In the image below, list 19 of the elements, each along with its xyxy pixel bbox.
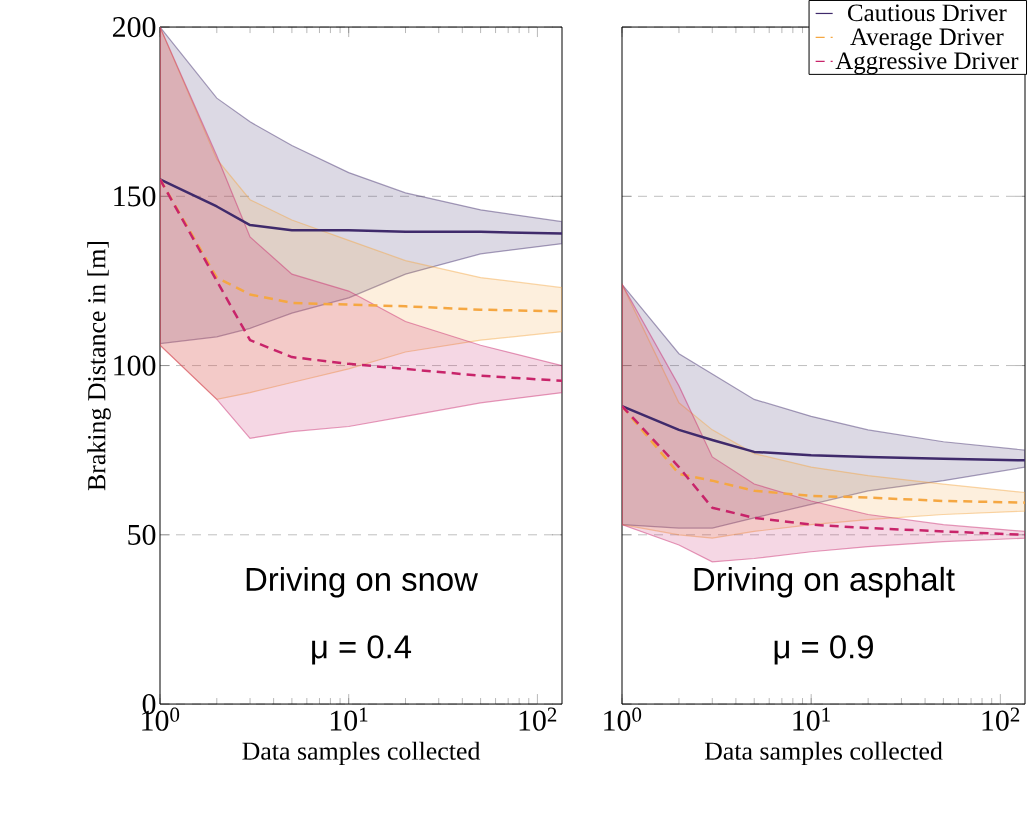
x-tick-label: 10$^{2}$ bbox=[519, 707, 557, 731]
annotation: μ = 0.9 bbox=[774, 635, 873, 665]
annotation: Driving on snow bbox=[246, 566, 478, 598]
y-axis-title: Braking Distance in [m] bbox=[87, 241, 111, 491]
y-tick-label: 200 bbox=[112, 16, 156, 38]
legend-label: Average Driver bbox=[850, 28, 1004, 51]
y-tick-label: 50 bbox=[128, 524, 156, 545]
y-tick-label: 150 bbox=[114, 186, 156, 207]
x-axis-title: Data samples collected bbox=[704, 741, 943, 766]
annotation: Driving on asphalt bbox=[694, 566, 955, 598]
legend-label: Aggressive Driver bbox=[835, 52, 1019, 75]
x-tick-label: 10$^{1}$ bbox=[330, 707, 368, 731]
x-axis-title: Data samples collected bbox=[242, 741, 481, 766]
x-tick-label: 10$^{2}$ bbox=[982, 707, 1020, 731]
legend-label: Cautious Driver bbox=[848, 4, 1007, 22]
x-tick-label: 10$^{0}$ bbox=[604, 707, 642, 731]
annotation: μ = 0.4 bbox=[312, 635, 412, 665]
x-tick-label: 10$^{1}$ bbox=[793, 707, 830, 731]
y-tick-label: 100 bbox=[114, 355, 156, 376]
